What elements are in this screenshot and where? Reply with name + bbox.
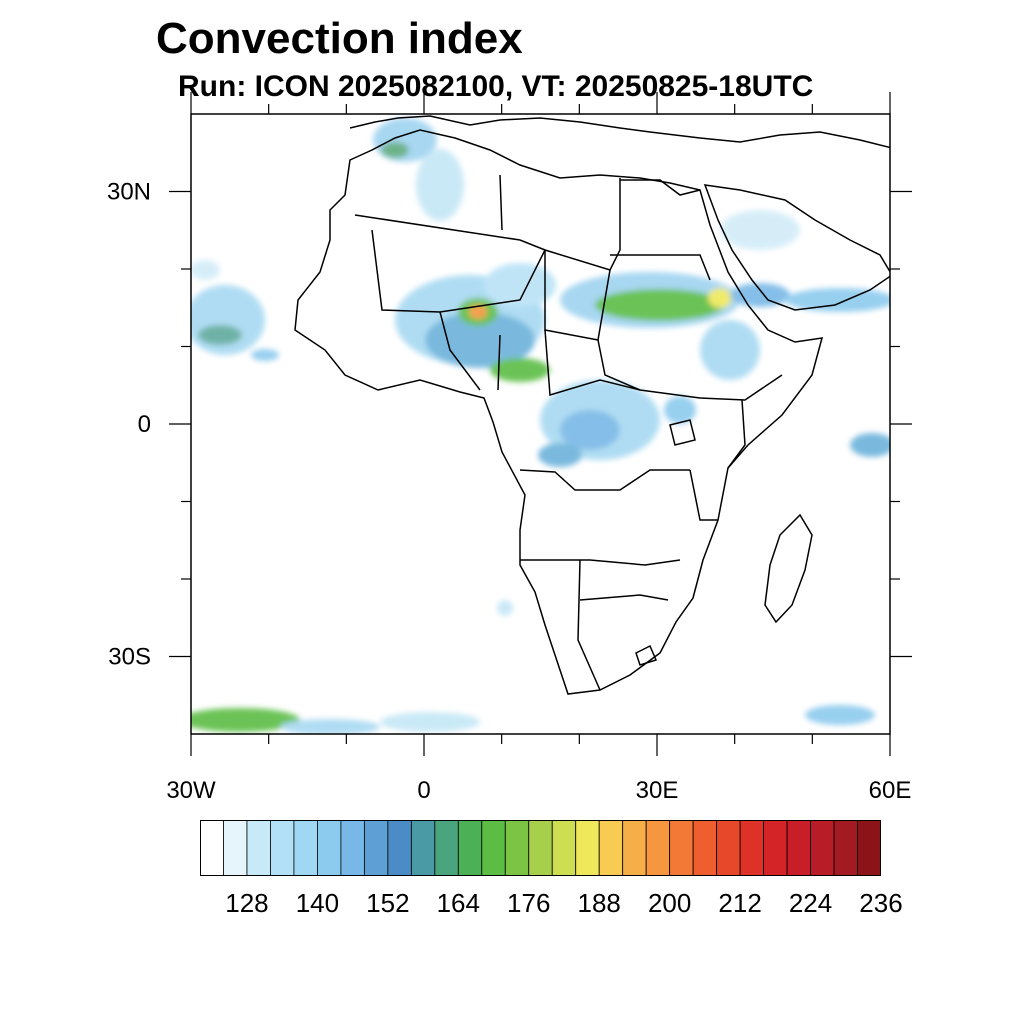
- convection-cell: [251, 349, 279, 361]
- colorbar-swatch: [293, 820, 318, 876]
- colorbar-swatch: [786, 820, 811, 876]
- colorbar: [200, 820, 881, 876]
- convection-cell: [380, 712, 480, 732]
- colorbar-swatch: [363, 820, 389, 876]
- colorbar-swatch: [857, 820, 881, 876]
- convection-cell: [381, 142, 409, 158]
- lesotho-border: [635, 644, 658, 666]
- convection-cell: [708, 288, 732, 308]
- colorbar-swatch: [387, 820, 412, 876]
- arabia-coastline: [703, 184, 890, 311]
- colorbar-swatch: [810, 820, 835, 876]
- country-border: [499, 174, 701, 231]
- convection-cell: [191, 708, 300, 732]
- convection-cell: [805, 705, 875, 725]
- colorbar-swatch: [692, 820, 718, 876]
- convection-cell: [700, 320, 760, 380]
- convection-field: [191, 118, 890, 734]
- convection-cell: [664, 396, 696, 424]
- convection-cell: [416, 149, 464, 221]
- colorbar-swatch: [457, 820, 483, 876]
- convection-cell: [497, 600, 513, 616]
- convection-cell: [484, 263, 556, 307]
- country-border: [579, 594, 669, 601]
- colorbar-swatch: [622, 820, 647, 876]
- y-tick-label: 30S: [108, 644, 151, 671]
- colorbar-frame: [200, 820, 881, 876]
- colorbar-swatch: [270, 820, 295, 876]
- colorbar-swatch: [340, 820, 365, 876]
- colorbar-swatch: [317, 820, 342, 876]
- europe-coastline: [349, 115, 890, 149]
- country-border: [544, 250, 611, 341]
- axis-ticks: [169, 92, 912, 756]
- colorbar-swatch: [200, 820, 224, 876]
- y-tick-label: 30N: [107, 179, 151, 206]
- colorbar-swatch: [434, 820, 459, 876]
- country-border: [610, 254, 711, 281]
- convection-cell: [538, 443, 582, 467]
- convection-cell: [490, 358, 550, 382]
- colorbar-swatch: [645, 820, 671, 876]
- colorbar-swatch: [246, 820, 271, 876]
- map-title: Convection index: [156, 14, 523, 63]
- colorbar-swatch: [763, 820, 788, 876]
- convection-cell: [191, 260, 220, 280]
- country-border: [519, 469, 690, 491]
- colorbar-swatch: [481, 820, 506, 876]
- x-tick-label: 0: [417, 777, 430, 804]
- country-border: [727, 399, 746, 469]
- coastlines: [294, 115, 890, 695]
- x-tick-label: 60E: [869, 777, 912, 804]
- colorbar-swatch: [223, 820, 248, 876]
- convection-cell: [560, 410, 620, 450]
- country-border: [689, 469, 718, 521]
- convection-cell: [850, 433, 890, 457]
- country-border: [699, 374, 783, 401]
- convection-cell: [720, 210, 800, 250]
- colorbar-swatch: [739, 820, 764, 876]
- country-border: [354, 178, 621, 271]
- colorbar-swatch: [504, 820, 530, 876]
- convection-cell: [785, 288, 890, 312]
- country-border: [439, 311, 501, 391]
- country-border: [597, 339, 641, 391]
- x-tick-label: 30E: [636, 777, 679, 804]
- lake-victoria: [669, 419, 696, 446]
- madagascar-coastline: [764, 513, 813, 624]
- convection-cell: [198, 325, 242, 345]
- convection-cell: [730, 283, 790, 307]
- convection-cell: [280, 719, 380, 734]
- colorbar-swatch: [575, 820, 600, 876]
- africa-coastline: [294, 129, 824, 695]
- country-border: [577, 559, 601, 691]
- colorbar-swatch: [833, 820, 858, 876]
- colorbar-swatch: [669, 820, 694, 876]
- convection-cell: [595, 289, 725, 321]
- axis-tick-labels: 30W 0 30E 60E 30N 0 30S: [107, 179, 911, 805]
- country-border: [520, 559, 681, 566]
- colorbar-swatch: [410, 820, 436, 876]
- colorbar-swatch: [551, 820, 577, 876]
- colorbar-swatch: [528, 820, 553, 876]
- x-tick-label: 30W: [166, 777, 216, 804]
- colorbar-swatch: [716, 820, 741, 876]
- y-tick-label: 0: [138, 411, 151, 438]
- convection-cell: [469, 305, 487, 319]
- colorbar-swatch: [598, 820, 624, 876]
- map-subtitle: Run: ICON 2025082100, VT: 20250825-18UTC: [178, 70, 814, 103]
- country-border: [544, 329, 701, 399]
